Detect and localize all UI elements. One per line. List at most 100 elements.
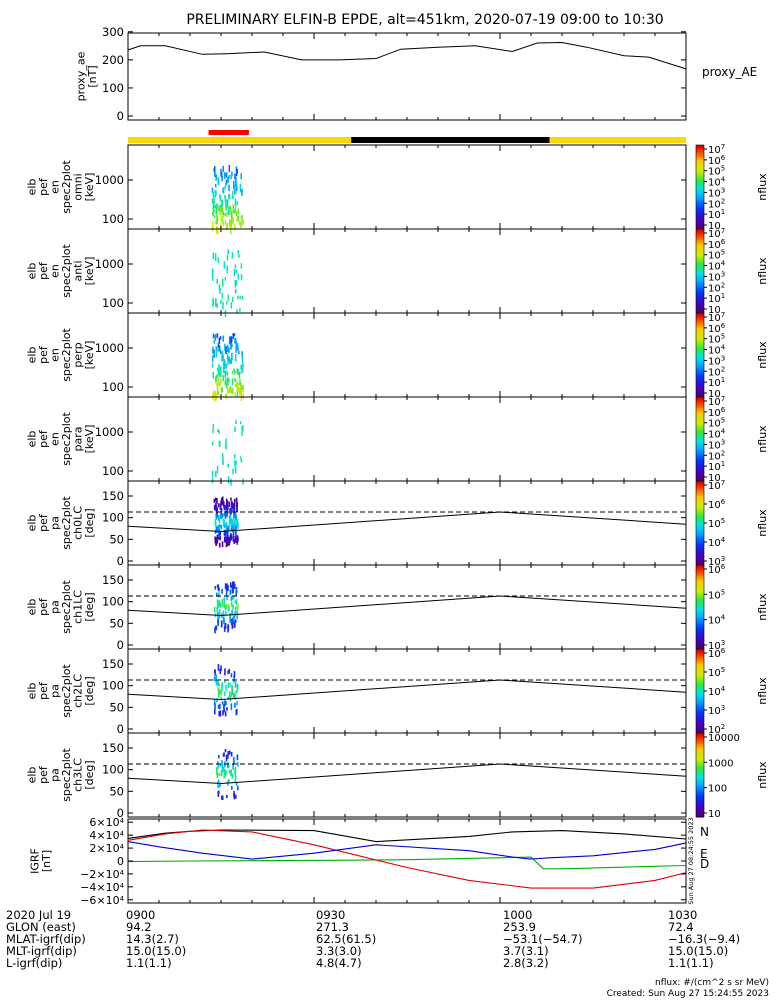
pa-ch1-colorbar-cell [696,642,704,646]
spec-anti-colorbar-cell [696,279,704,282]
pa-ch1-flux-cell [233,621,236,628]
pa-ch2-colorbar-cell [696,724,704,728]
spec-omni-flux-cell [240,215,243,219]
spec-perp-flux-cell [212,333,215,339]
pa-ch0-colorbar-cell [696,514,704,518]
pa-ch3-colorbar-cell [696,810,704,814]
footer-row-value: 2.8(3.2) [503,956,549,970]
pa-ch0-colorbar-cell [696,533,704,537]
spec-omni-flux-cell [221,171,223,179]
spec-perp-flux-cell [234,338,236,344]
pa-ch3-flux-cell [218,772,221,776]
pa-ch0-flux-cell [221,513,223,518]
pa-ch0-y-axis-label-line: [deg] [83,508,96,537]
spec-omni-flux-cell [227,199,229,203]
pa-ch2-colorbar-cell [696,697,704,700]
pa-ch0-flux-cell [216,511,219,518]
spec-perp-flux-cell [218,345,221,352]
pa-ch1-colorbar-cell [696,613,704,616]
pa-ch0-flux-cell [227,527,230,531]
pa-ch1-colorbar-title: nflux [756,593,769,621]
pa-ch1-colorbar-cell [696,617,704,621]
pa-ch2-colorbar-cell [696,651,704,654]
pa-ch2-flux-cell [221,682,223,689]
pa-ch0-flux-cell [231,522,234,528]
spec-omni-flux-cell [236,216,238,223]
pa-ch1-colorbar-cell [696,638,704,642]
spec-para-flux-cell [218,440,221,447]
pa-ch1-flux-cell [224,605,227,610]
spec-anti-flux-cell [231,296,234,303]
spec-perp-flux-cell [219,381,221,387]
spec-perp-y-axis-label-line: elb [25,347,38,364]
pa-ch3-flux-cell [217,793,220,797]
spec-perp-flux-cell [226,371,229,376]
spec-perp-flux-cell [226,344,229,351]
spec-perp-y-axis-label-line: perp [71,342,84,367]
pa-ch0-colorbar-label: 106 [708,498,726,511]
spec-perp-colorbar-cell [696,367,704,371]
spec-perp-colorbar-cell [696,342,704,345]
pa-ch1-flux-cell [228,607,230,612]
pa-ch1-colorbar-cell [696,600,704,604]
spec-omni-flux-cell [224,183,227,187]
pa-ch2-flux-cell [220,689,223,696]
pa-ch0-frame [127,480,687,566]
spec-omni-flux-cell [228,174,230,179]
pa-ch1-colorbar-cell [696,590,704,593]
pa-ch0-colorbar-cell [696,544,704,547]
spec-para-colorbar-cell [696,413,704,417]
spec-omni-flux-cell [221,199,223,208]
pa-ch0-colorbar-cell [696,510,704,513]
spec-anti-flux-cell [231,252,234,259]
footer-row-label: 2020 Jul 19 [6,908,72,922]
spec-perp-flux-cell [225,378,227,386]
spec-para-colorbar-cell [696,415,704,419]
pa-ch1-flux-cell [221,598,224,603]
spec-omni-flux-cell [235,169,238,177]
spec-omni-colorbar-cell [696,210,704,213]
pa-ch2-y-tick-label: 0 [117,722,124,736]
spec-perp-flux-cell [230,389,233,394]
spec-para-flux-cell [235,419,237,425]
pa-ch0-flux-cell [225,540,228,548]
pa-ch1-flux-cell [214,585,217,590]
pa-ch3-colorbar-cell [696,806,704,810]
pa-ch3-colorbar-cell [696,758,704,761]
spec-perp-colorbar-cell [696,329,704,333]
spec-anti-colorbar-cell [696,233,704,236]
spec-perp-colorbar-cell [696,373,704,377]
igrf-y-tick-label: 0 [117,855,124,868]
spec-anti-colorbar-cell [696,260,704,264]
pa-ch2-flux-cell [230,703,233,711]
pa-ch0-colorbar-cell [696,535,704,539]
spec-omni-flux-cell [240,173,242,180]
spec-perp-flux-cell [225,363,228,369]
spec-perp-y-axis-label-line: [keV] [83,341,96,370]
pa-ch0-flux-cell [237,522,239,529]
pa-ch0-flux-cell [215,508,218,515]
footer-row-value: 0900 [126,908,156,922]
spec-omni-flux-cell [211,187,214,193]
spec-omni-colorbar-cell [696,191,704,194]
pa-ch1-flux-cell [225,611,227,616]
pa-ch0-colorbar-label: 105 [708,517,725,530]
pa-ch0-flux-cell [220,497,223,502]
pa-ch1-colorbar-cell [696,634,704,637]
spec-anti-colorbar-cell [696,264,704,268]
pa-ch1-colorbar-cell [696,632,704,635]
spec-perp-flux-cell [229,359,231,365]
spec-para-y-axis-label-line: elb [25,431,38,448]
pa-ch2-flux-cell [220,696,222,701]
pa-ch3-y-axis-label-line: [deg] [83,760,96,789]
spec-omni-flux-cell [219,207,221,216]
spec-para-flux-cell [216,465,219,474]
spec-para-flux-cell [221,453,224,457]
pa-ch2-flux-cell [230,673,233,678]
spec-anti-colorbar-cell [696,237,704,240]
pa-ch1-colorbar-cell [696,636,704,639]
pa-ch1-flux-cell [235,598,238,605]
spec-omni-colorbar-cell [696,161,704,165]
spec-perp-colorbar-cell [696,384,704,387]
spec-omni-flux-cell [219,223,222,228]
